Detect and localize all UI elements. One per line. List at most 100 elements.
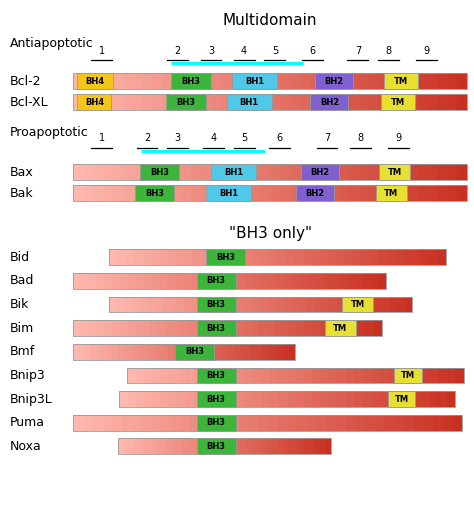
Bar [378, 74, 388, 89]
Bar [113, 94, 123, 110]
Text: TM: TM [394, 394, 409, 404]
Bar [295, 391, 303, 407]
Bar [219, 391, 228, 407]
Bar [179, 344, 184, 360]
Bar [423, 415, 433, 430]
Bar [253, 391, 262, 407]
Text: BH3: BH3 [216, 253, 235, 262]
Bar [83, 185, 93, 201]
Bar [96, 344, 101, 360]
Bar [162, 297, 170, 312]
Bar [201, 94, 211, 110]
Bar [201, 344, 207, 360]
Bar [73, 320, 382, 336]
Bar [256, 344, 262, 360]
Bar [162, 164, 172, 180]
Bar [284, 273, 292, 289]
Bar [93, 94, 103, 110]
Bar [363, 273, 371, 289]
Text: BH4: BH4 [85, 98, 104, 107]
Bar [185, 249, 193, 265]
Bar [390, 297, 397, 312]
Bar [261, 273, 269, 289]
Bar [312, 391, 320, 407]
Bar [109, 249, 446, 265]
Bar [104, 320, 112, 336]
Bar [93, 185, 103, 201]
Text: 4: 4 [241, 46, 247, 56]
Bar [93, 415, 102, 430]
Bar [382, 297, 390, 312]
Bar [320, 368, 329, 383]
Bar [304, 320, 312, 336]
Bar [329, 391, 337, 407]
Bar [251, 320, 258, 336]
Bar [418, 94, 428, 110]
Text: 1: 1 [99, 46, 105, 56]
Bar [176, 438, 182, 454]
Bar [339, 94, 349, 110]
Bar [378, 273, 386, 289]
Bar [206, 249, 245, 265]
Bar [185, 297, 192, 312]
Bar [297, 415, 307, 430]
Bar [354, 391, 363, 407]
Bar [228, 368, 237, 383]
Bar [421, 391, 430, 407]
Bar [241, 94, 250, 110]
Bar [270, 74, 280, 89]
Bar [314, 297, 321, 312]
Bar [395, 249, 403, 265]
Bar [388, 94, 398, 110]
Bar [210, 249, 219, 265]
Bar [404, 415, 413, 430]
Bar [73, 94, 83, 110]
Text: 9: 9 [424, 46, 429, 56]
Bar [363, 391, 371, 407]
Bar [447, 368, 455, 383]
Bar [224, 438, 229, 454]
Bar [142, 74, 152, 89]
Bar [371, 273, 378, 289]
Bar [73, 320, 81, 336]
Bar [379, 164, 410, 180]
Bar [240, 438, 246, 454]
Bar [344, 297, 352, 312]
Bar [142, 185, 152, 201]
Bar [388, 391, 415, 407]
Bar [289, 320, 297, 336]
Bar [128, 273, 136, 289]
Bar [319, 249, 328, 265]
Bar [243, 320, 251, 336]
Bar [160, 438, 165, 454]
Bar [147, 297, 155, 312]
Bar [337, 297, 344, 312]
Text: BH3: BH3 [207, 418, 226, 427]
Bar [159, 273, 167, 289]
Bar [109, 297, 412, 312]
Bar [300, 74, 310, 89]
Bar [152, 94, 162, 110]
Bar [158, 320, 166, 336]
Bar [168, 344, 173, 360]
Bar [183, 273, 191, 289]
Bar [292, 273, 300, 289]
Bar [329, 164, 339, 180]
Bar [346, 368, 354, 383]
Bar [83, 164, 93, 180]
Bar [241, 185, 250, 201]
Bar [349, 74, 359, 89]
Bar [175, 344, 214, 360]
Bar [192, 438, 198, 454]
Text: TM: TM [333, 323, 347, 333]
Bar [367, 297, 374, 312]
Bar [374, 297, 382, 312]
Bar [428, 164, 438, 180]
Bar [336, 249, 345, 265]
Bar [89, 320, 97, 336]
Bar [240, 344, 246, 360]
Bar [173, 320, 181, 336]
Bar [221, 74, 231, 89]
Bar [359, 74, 369, 89]
Bar [195, 344, 201, 360]
